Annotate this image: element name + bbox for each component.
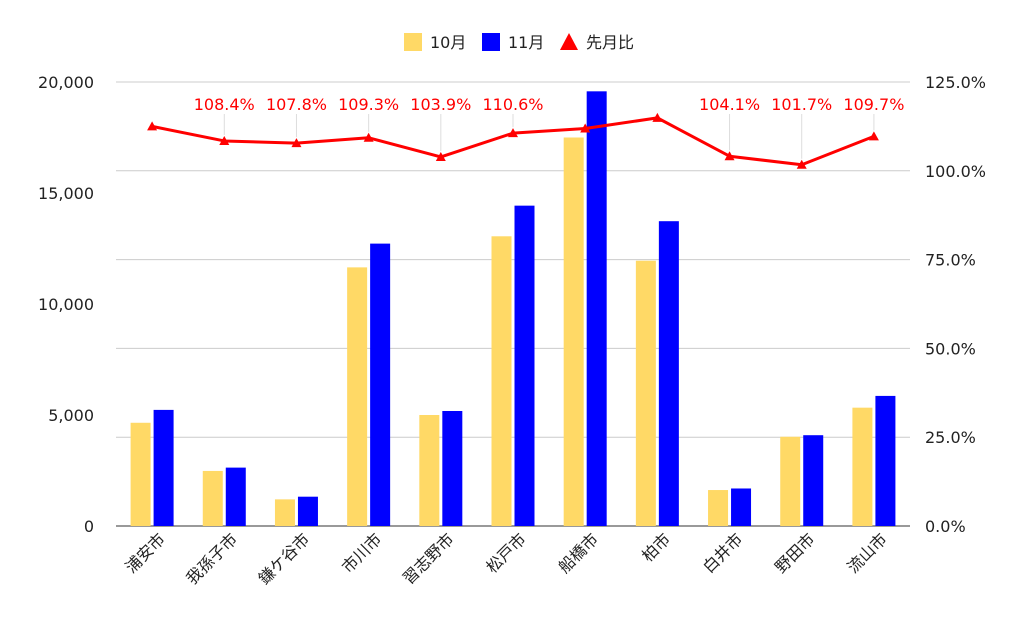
legend-label: 10月 [430,33,466,52]
left-axis-tick-label: 0 [84,517,94,536]
category-label: 我孫子市 [182,529,241,588]
ratio-point [219,135,230,145]
legend: 10月 11月 先月比 [404,33,634,52]
ratio-point [580,123,591,133]
ratio-point [363,132,374,142]
bar-11月 [875,395,896,526]
ratio-data-label: 103.9% [410,95,471,114]
right-axis-tick-label: 100.0% [925,162,986,181]
ratio-point [652,112,663,122]
bar-10月 [708,490,729,526]
bar-11月 [658,221,679,526]
category-label: 鎌ケ谷市 [255,529,314,588]
bar-10月 [274,499,295,526]
bar-10月 [852,407,873,526]
ratio-data-label: 107.8% [266,95,327,114]
legend-swatch [404,33,422,51]
right-axis-tick-label: 125.0% [925,73,986,92]
bar-11月 [297,496,318,526]
legend-marker [560,33,578,50]
category-label: 松戸市 [482,529,529,576]
ratio-data-label: 109.3% [338,95,399,114]
bar-11月 [803,435,824,526]
bar-10月 [419,415,440,526]
bar-10月 [347,267,368,526]
ratio-data-label: 110.6% [482,95,543,114]
bar-10月 [635,260,656,526]
right-axis-tick-label: 50.0% [925,339,976,358]
bar-10月 [202,470,223,526]
ratio-point [147,121,158,131]
legend-label: 先月比 [586,33,634,52]
bar-11月 [514,205,535,527]
bar-11月 [225,467,246,526]
category-label: 柏市 [638,529,674,565]
ratio-point [508,128,518,138]
right-axis-tick-label: 0.0% [925,517,966,536]
ratio-data-label: 109.7% [843,95,904,114]
bar-10月 [130,422,151,526]
category-label: 野田市 [771,529,818,576]
right-axis-tick-label: 75.0% [925,251,976,270]
bar-11月 [442,411,463,526]
legend-swatch [482,33,500,51]
bar-11月 [153,409,174,526]
left-axis-tick-label: 5,000 [48,406,94,425]
ratio-point [724,151,735,161]
category-label: 白井市 [699,529,746,576]
category-label: 市川市 [338,529,385,576]
ratio-line: 108.4% 107.8% 109.3% 103.9% 110.6% 104.1% 101.… [147,95,904,169]
ratio-point [868,131,879,141]
category-label: 浦安市 [122,529,169,576]
bar-11月 [586,91,607,526]
category-label: 習志野市 [399,529,458,588]
bar-10月 [780,436,801,526]
ratio-data-label: 108.4% [194,95,255,114]
ratio-point [435,151,446,161]
category-label: 流山市 [843,529,890,576]
legend-label: 11月 [508,33,544,52]
category-label: 船橋市 [555,529,602,576]
bar-10月 [563,137,584,526]
right-axis-tick-label: 25.0% [925,428,976,447]
ratio-data-label: 101.7% [771,95,832,114]
left-axis-tick-label: 15,000 [38,184,94,203]
bar-10月 [491,236,512,527]
gridlines [116,81,910,527]
ratio-data-label: 104.1% [699,95,760,114]
axes: 0 5,000 10,000 15,000 20,000 0.0% 25.0% 50.0% 75… [38,73,986,588]
ratio-point [796,159,807,169]
left-axis-tick-label: 20,000 [38,73,94,92]
bar-11月 [731,488,752,526]
ratio-point [291,138,302,148]
bars [130,91,896,527]
bar-11月 [370,243,391,526]
left-axis-tick-label: 10,000 [38,295,94,314]
